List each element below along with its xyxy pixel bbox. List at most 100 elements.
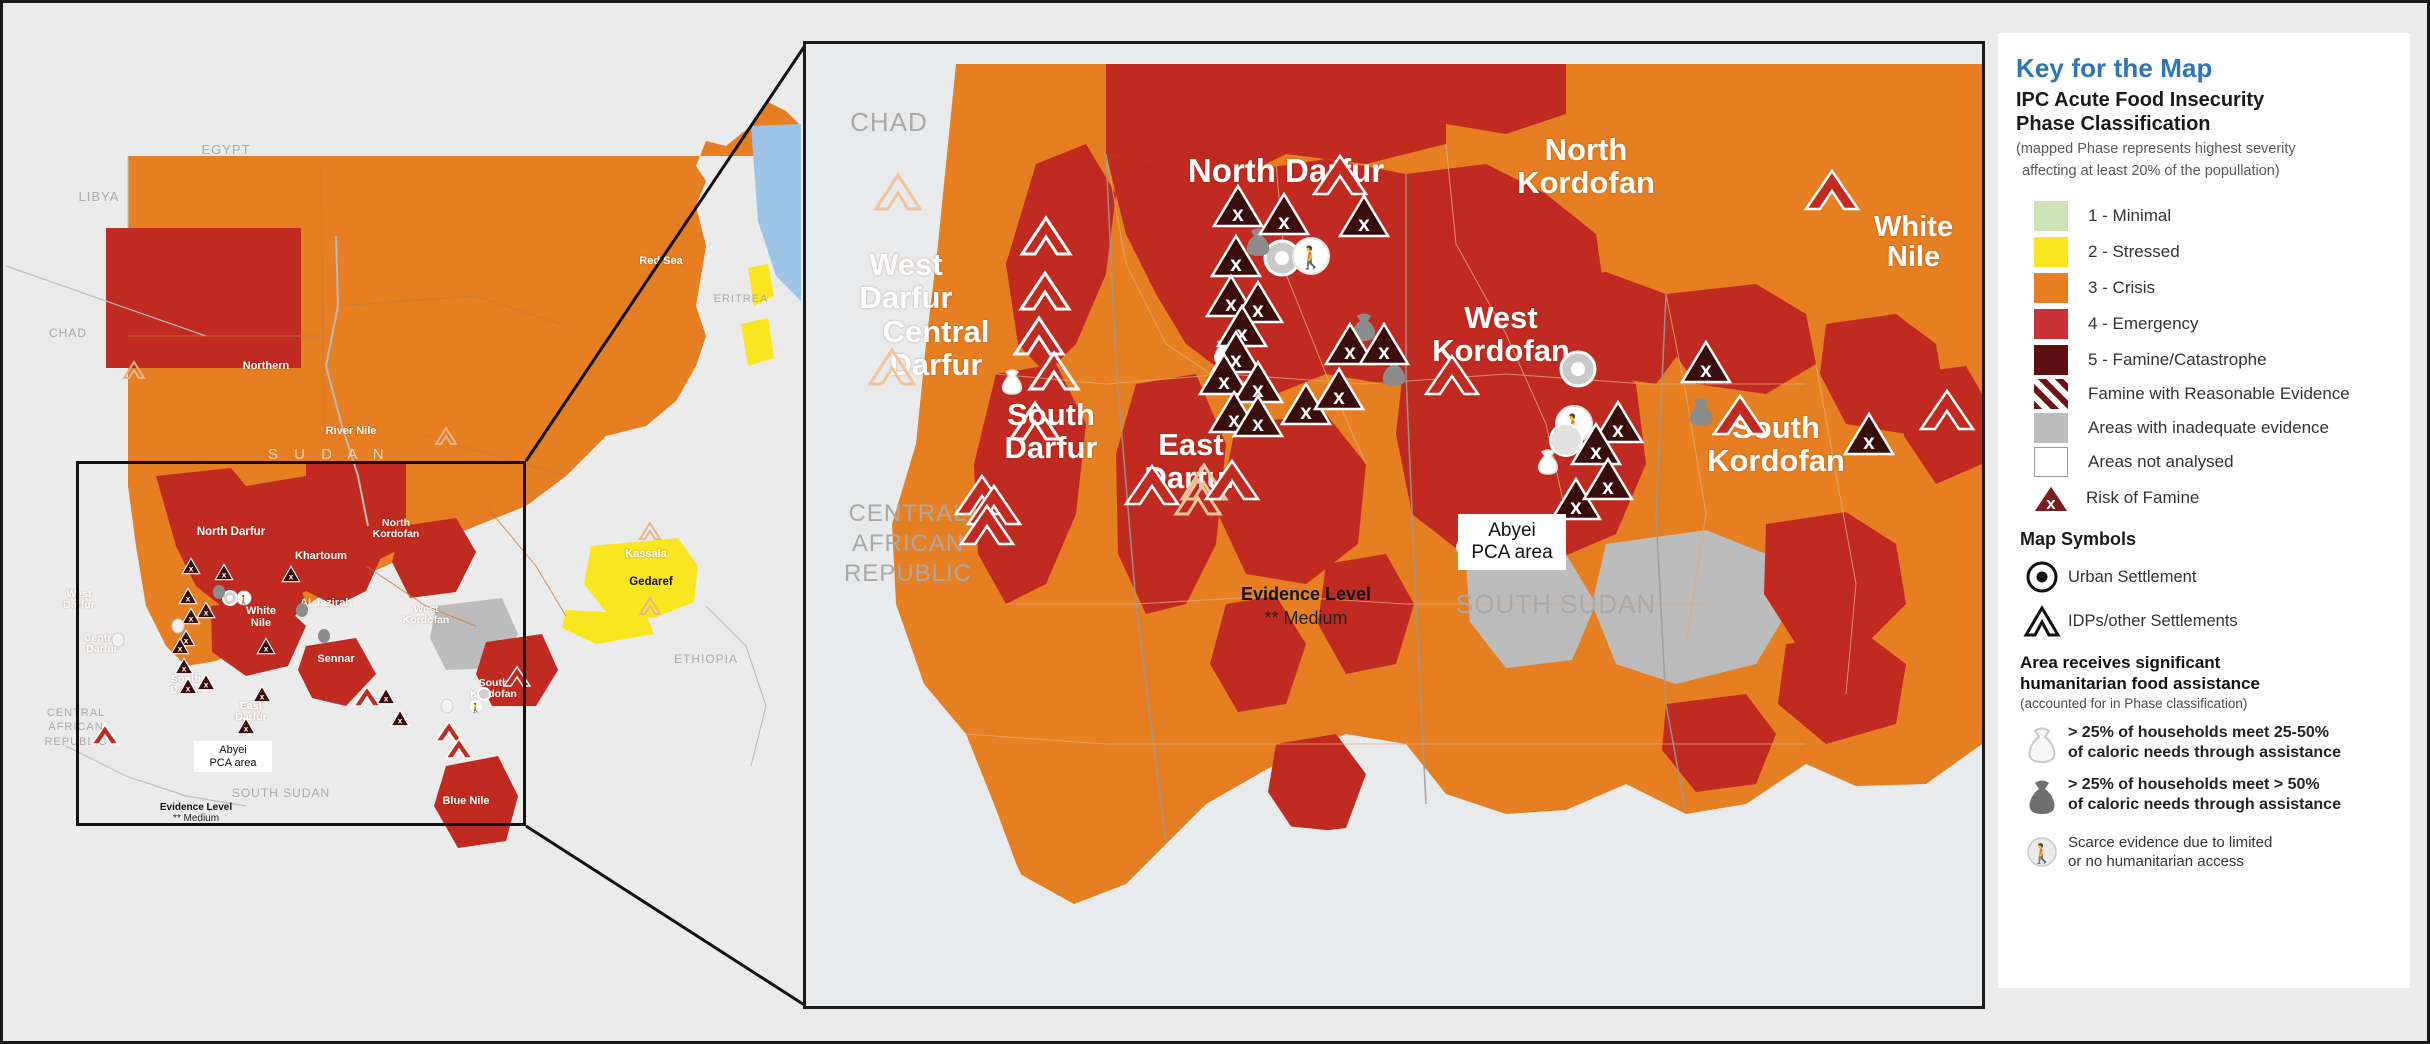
legend-note-1: (mapped Phase represents highest severit… <box>2016 140 2296 157</box>
legend-urban-settlement[interactable]: Urban Settlement <box>2016 560 2392 594</box>
inadequate-evidence-label: Areas with inadequate evidence <box>2088 418 2329 438</box>
gedaref-region <box>584 538 698 618</box>
svg-text:x: x <box>260 693 265 702</box>
legend-note-2: affecting at least 20% of the popullatio… <box>2022 162 2280 179</box>
overview-idp-tents-red <box>90 665 532 759</box>
phase-1-label: 1 - Minimal <box>2088 206 2172 226</box>
scarce-evidence-icon: 🚶 <box>2016 833 2068 869</box>
svg-text:x: x <box>1612 419 1624 442</box>
idp-settlement-icon-group <box>867 172 1229 516</box>
svg-text:x: x <box>1602 476 1614 499</box>
svg-text:🚶: 🚶 <box>1297 245 1324 270</box>
urban-settlement-label: Urban Settlement <box>2068 567 2197 586</box>
svg-text:x: x <box>222 571 227 580</box>
legend-assistance-dark[interactable]: > 25% of households meet > 50% of calori… <box>2016 775 2392 815</box>
legend-phase-2[interactable]: 2 - Stressed <box>2016 237 2392 268</box>
overview-scarce-evidence: 🚶 🚶 <box>236 590 484 714</box>
legend-not-analysed[interactable]: Areas not analysed <box>2016 447 2392 478</box>
svg-text:x: x <box>204 681 209 690</box>
state-borders-detail <box>1105 153 1687 845</box>
svg-text:x: x <box>1252 413 1264 436</box>
south-kordofan-emergency <box>1764 512 1906 644</box>
assistance-header-2: humanitarian food assistance <box>2020 674 2260 694</box>
phase-2-label: 2 - Stressed <box>2088 242 2180 262</box>
north-emergency-band2 <box>1446 64 1566 134</box>
assistance-dark-text: > 25% of households meet > 50% of calori… <box>2068 775 2341 815</box>
south-kordofan-emergency2 <box>1778 634 1906 744</box>
scarce-line2: or no humanitarian access <box>2068 853 2244 871</box>
famine-hatch-swatch <box>2034 379 2068 410</box>
east-darfur-red <box>1268 734 1366 834</box>
svg-text:x: x <box>186 595 191 604</box>
famine-hatch-label: Famine with Reasonable Evidence <box>2088 384 2350 404</box>
legend-phase-4[interactable]: 4 - Emergency <box>2016 309 2392 340</box>
west-kordofan-emergency2 <box>1506 272 1686 384</box>
svg-text:x: x <box>189 565 194 574</box>
overview-map[interactable]: EGYPT LIBYA CHAD ERITREA ETHIOPIA SOUTH … <box>6 6 801 1041</box>
not-analysed-swatch <box>2034 447 2068 478</box>
nile-river <box>324 235 369 527</box>
east-emergency-patch <box>1904 366 1982 484</box>
phase-4-label: 4 - Emergency <box>2088 314 2199 334</box>
svg-text:x: x <box>264 645 269 654</box>
svg-text:x: x <box>1252 379 1264 402</box>
legend-phase-3[interactable]: 3 - Crisis <box>2016 273 2392 304</box>
phase-5-swatch <box>2034 345 2068 376</box>
svg-text:x: x <box>1232 203 1244 226</box>
svg-text:x: x <box>1300 401 1312 424</box>
legend-title: Key for the Map <box>2016 53 2213 83</box>
svg-text:x: x <box>289 573 294 582</box>
south-darfur-emergency3 <box>1318 554 1414 674</box>
south-darfur-emg2 <box>298 638 376 706</box>
legend-inadequate-evidence[interactable]: Areas with inadequate evidence <box>2016 413 2392 444</box>
legend-phase-5[interactable]: 5 - Famine/Catastrophe <box>2016 345 2392 376</box>
overview-symbols: x x x x x x x x x x x x x x x x <box>90 360 662 759</box>
legend-assistance-light[interactable]: > 25% of households meet 25-50% of calor… <box>2016 723 2392 763</box>
svg-text:x: x <box>1278 211 1290 234</box>
overview-risk-markers: x x x x x x x x x x x x x x x x <box>170 557 410 735</box>
svg-text:x: x <box>184 637 189 646</box>
detail-map[interactable]: CHAD CENTRAL AFRICAN REPUBLIC SOUTH SUDA… <box>803 41 1985 1009</box>
svg-text:x: x <box>1252 299 1264 322</box>
svg-text:x: x <box>1863 431 1875 454</box>
svg-text:x: x <box>1225 293 1237 316</box>
west-emergency-stripe <box>1006 144 1116 374</box>
south-sudan-area <box>1106 814 1982 1006</box>
urban-settlement-icon <box>2016 560 2068 594</box>
food-bag-dark-icon <box>2016 775 2068 815</box>
legend-phase-1[interactable]: 1 - Minimal <box>2016 201 2392 232</box>
south-darfur-emg <box>211 598 306 676</box>
south-kordofan-emergency3 <box>1662 694 1776 792</box>
central-darfur-emg <box>192 476 256 586</box>
assistance-light-text: > 25% of households meet 25-50% of calor… <box>2068 723 2341 763</box>
svg-text:x: x <box>1230 253 1242 276</box>
scarce-evidence-text: Scarce evidence due to limited or no hum… <box>2068 833 2272 872</box>
legend-idp-settlement[interactable]: IDPs/other Settlements <box>2016 604 2392 638</box>
svg-text:x: x <box>1218 371 1230 394</box>
phase-4-swatch <box>2034 309 2068 340</box>
assistance-light-line1: > 25% of households meet 25-50% <box>2068 723 2329 741</box>
svg-text:🚶: 🚶 <box>238 594 249 605</box>
legend-subtitle-1: IPC Acute Food Insecurity <box>2016 89 2265 111</box>
legend-famine-reasonable-evidence[interactable]: Famine with Reasonable Evidence <box>2016 379 2392 410</box>
assistance-light-line2: of caloric needs through assistance <box>2068 743 2341 761</box>
idp-settlement-icon <box>2016 604 2068 638</box>
svg-text:🚶: 🚶 <box>470 702 481 713</box>
svg-text:x: x <box>178 645 183 654</box>
map-symbols-header: Map Symbols <box>2020 529 2137 550</box>
svg-text:🚶: 🚶 <box>2030 842 2054 865</box>
inadequate-evidence-zone <box>1592 530 1786 684</box>
svg-text:x: x <box>1344 341 1356 364</box>
svg-text:x: x <box>384 695 389 704</box>
risk-of-famine-label: Risk of Famine <box>2086 488 2200 508</box>
assistance-note: (accounted for in Phase classification) <box>2020 695 2248 711</box>
idp-settlement-icon-red <box>953 153 1976 546</box>
legend-scarce-evidence[interactable]: 🚶 Scarce evidence due to limited or no h… <box>2016 833 2392 872</box>
detail-symbols: 🚶 🚶 x x x <box>867 153 1976 555</box>
svg-text:x: x <box>1230 349 1242 372</box>
gedaref-south <box>562 610 654 644</box>
assistance-dark-line2: of caloric needs through assistance <box>2068 795 2341 813</box>
legend-risk-of-famine[interactable]: x Risk of Famine <box>2016 483 2392 514</box>
overview-food-bags <box>111 585 454 714</box>
